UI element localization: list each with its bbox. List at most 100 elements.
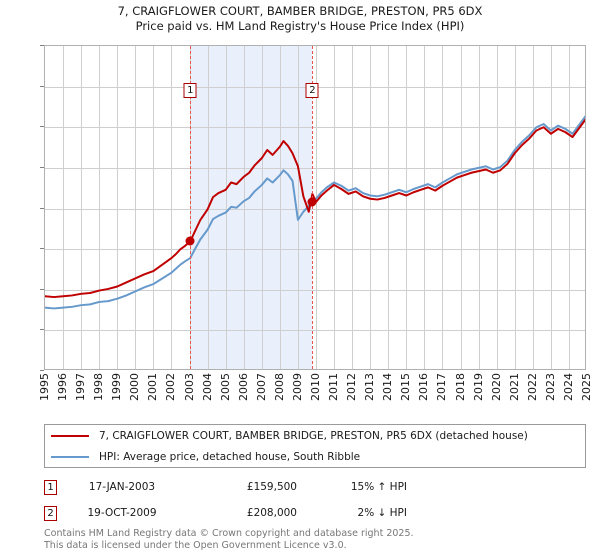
x-axis-tick-label: 1999 [110, 373, 124, 401]
x-axis-tick-label: 2002 [164, 373, 178, 401]
x-axis-tick-label: 1996 [56, 373, 70, 401]
gridline-vertical [460, 46, 462, 369]
sale-event-dot-2[interactable] [307, 197, 317, 207]
x-axis-tick-label: 2001 [146, 373, 160, 401]
gridline-vertical [442, 46, 444, 369]
sale-event-line [190, 46, 192, 369]
gridline-horizontal [45, 289, 585, 291]
y-axis-tick [40, 370, 44, 371]
gridline-horizontal [45, 127, 585, 129]
transaction-badge-1: 1 [44, 479, 57, 495]
ownership-period-band [190, 46, 313, 369]
sale-event-flag-1[interactable]: 1 [183, 83, 197, 98]
gridline-horizontal [45, 249, 585, 251]
gridline-vertical [370, 46, 372, 369]
y-axis-tick [40, 45, 44, 46]
transaction-date-2: 19-OCT-2009 [87, 507, 157, 519]
x-axis-tick-label: 2022 [525, 373, 539, 401]
gridline-vertical [514, 46, 516, 369]
y-axis-tick [40, 126, 44, 128]
y-axis-tick [40, 248, 44, 250]
gridline-vertical [243, 46, 245, 369]
gridline-vertical [225, 46, 227, 369]
table-row: 1 17-JAN-2003 £159,500 15% ↑ HPI [44, 474, 586, 500]
x-axis-tick-label: 2009 [290, 373, 304, 401]
x-axis-tick-label: 1995 [38, 373, 51, 401]
gridline-vertical [117, 46, 119, 369]
attribution-footer: Contains HM Land Registry data © Crown c… [44, 528, 564, 551]
legend-swatch-blue-icon [51, 455, 89, 458]
gridline-vertical [334, 46, 336, 369]
legend-item-property: 7, CRAIGFLOWER COURT, BAMBER BRIDGE, PRE… [45, 425, 585, 446]
gridline-vertical [568, 46, 570, 369]
x-axis-tick-label: 2023 [543, 373, 557, 401]
x-axis-tick-label: 2007 [254, 373, 268, 401]
x-axis-tick-label: 2019 [471, 373, 485, 401]
gridline-vertical [297, 46, 299, 369]
gridline-vertical [135, 46, 137, 369]
gridline-horizontal [45, 208, 585, 210]
table-row: 2 19-OCT-2009 £208,000 2% ↓ HPI [44, 500, 586, 526]
y-axis-tick [40, 329, 44, 331]
x-axis-tick-label: 2003 [182, 373, 196, 401]
x-axis-tick-label: 2014 [381, 373, 395, 401]
x-axis-tick-label: 2004 [200, 373, 214, 401]
y-axis-tick [40, 166, 44, 168]
x-axis-tick-label: 2025 [580, 373, 593, 401]
transaction-date-1: 17-JAN-2003 [88, 481, 156, 493]
legend-swatch-red-icon [51, 434, 89, 437]
transaction-delta-1: 15% ↑ HPI [350, 481, 407, 493]
x-axis-tick-label: 2018 [453, 373, 467, 401]
x-axis-tick-label: 1998 [92, 373, 106, 401]
gridline-vertical [316, 46, 317, 369]
x-axis-tick-label: 2000 [128, 373, 142, 401]
x-axis-tick-label: 2006 [236, 373, 250, 401]
x-axis-tick-label: 2005 [218, 373, 232, 401]
gridline-vertical [279, 46, 281, 369]
page-title: 7, CRAIGFLOWER COURT, BAMBER BRIDGE, PRE… [0, 4, 600, 34]
gridline-vertical [406, 46, 408, 369]
transaction-price-1: £159,500 [246, 481, 297, 493]
gridline-vertical [171, 46, 173, 369]
x-axis-tick-label: 2011 [327, 373, 341, 401]
gridline-vertical [81, 46, 83, 369]
x-axis-tick-label: 2024 [561, 373, 575, 401]
gridline-vertical [63, 46, 65, 369]
x-axis-tick-label: 2012 [345, 373, 359, 401]
sale-event-flag-2[interactable]: 2 [305, 83, 319, 98]
gridline-vertical [261, 46, 263, 369]
gridline-vertical [99, 46, 101, 369]
gridline-vertical [189, 46, 191, 369]
y-axis-tick [40, 288, 44, 290]
legend-label-hpi: HPI: Average price, detached house, Sout… [99, 450, 361, 463]
x-axis-tick-label: 2008 [272, 373, 286, 401]
x-axis-tick-label: 2020 [489, 373, 503, 401]
x-axis-tick-label: 2010 [309, 373, 322, 401]
legend: 7, CRAIGFLOWER COURT, BAMBER BRIDGE, PRE… [44, 424, 586, 468]
legend-item-hpi: HPI: Average price, detached house, Sout… [45, 446, 585, 467]
sale-event-dot-1[interactable] [185, 236, 195, 246]
series-line [45, 115, 585, 310]
gridline-horizontal [45, 167, 585, 169]
gridline-vertical [532, 46, 534, 369]
x-axis-tick-label: 2017 [435, 373, 449, 401]
transaction-delta-2: 2% ↓ HPI [357, 507, 407, 519]
transaction-table: 1 17-JAN-2003 £159,500 15% ↑ HPI 2 19-OC… [44, 474, 586, 526]
gridline-vertical [478, 46, 480, 369]
x-axis-tick-label: 2015 [399, 373, 413, 401]
legend-label-property: 7, CRAIGFLOWER COURT, BAMBER BRIDGE, PRE… [99, 429, 528, 442]
sale-event-line [312, 46, 314, 369]
y-axis-tick [40, 207, 44, 209]
y-axis-tick [40, 85, 44, 87]
gridline-vertical [424, 46, 426, 369]
gridline-vertical [550, 46, 552, 369]
x-axis-tick-label: 2016 [417, 373, 431, 401]
transaction-price-2: £208,000 [246, 507, 297, 519]
transaction-badge-2: 2 [44, 505, 57, 521]
gridline-vertical [388, 46, 390, 369]
x-axis-tick-label: 1997 [74, 373, 88, 401]
gridline-vertical [496, 46, 498, 369]
gridline-vertical [352, 46, 354, 369]
x-axis-tick-label: 2013 [363, 373, 377, 401]
